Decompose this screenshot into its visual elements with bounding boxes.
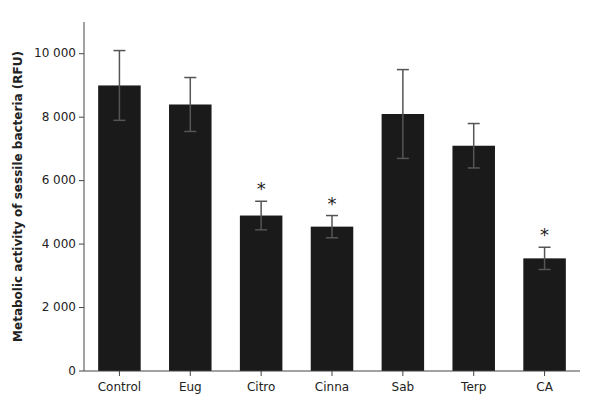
y-axis: 0 2 000 4 000 6 000 8 000 10 000 [34,22,84,378]
bar [169,104,212,371]
asterisk: * [540,224,549,245]
error-bar [113,51,125,121]
y-tick [79,307,84,308]
y-tick-label: 10 000 [34,46,76,60]
error-bar [184,78,196,132]
x-tick-label: Sab [392,380,415,394]
x-axis: Control Eug Citro Cinna Sab Terp CA [84,371,580,394]
error-line [119,51,121,121]
error-bar [539,247,551,269]
x-tick-label: CA [536,380,553,394]
error-bar [326,216,338,238]
y-tick [79,371,84,372]
error-line [260,201,262,230]
error-cap [468,123,480,125]
bar [311,227,354,371]
y-tick [79,53,84,54]
error-cap [397,69,409,71]
plot-marks [98,51,566,371]
error-cap [255,201,267,203]
bar [240,216,283,371]
x-tick [402,371,403,376]
x-tick [119,371,120,376]
y-tick-label: 6 000 [42,173,76,187]
y-axis-label: Metabolic activity of sessile bacteria (… [11,51,25,342]
error-line [402,70,404,159]
x-tick-label: Terp [460,380,486,394]
error-bar [397,70,409,159]
chart-svg: 0 2 000 4 000 6 000 8 000 10 000 Metabolic act… [0,0,600,415]
error-line [331,216,333,238]
bar [98,85,141,371]
y-tick [79,244,84,245]
error-cap [184,77,196,79]
y-axis-line [84,22,85,371]
error-cap [113,120,125,122]
x-tick [332,371,333,376]
asterisk: * [257,178,266,199]
error-cap [326,237,338,239]
x-tick-label: Cinna [315,380,349,394]
x-tick-label: Citro [247,380,275,394]
x-tick [544,371,545,376]
y-tick [79,180,84,181]
error-bar [468,124,480,168]
error-cap [468,167,480,169]
y-tick-label: 2 000 [42,300,76,314]
error-cap [539,247,551,249]
error-line [544,247,546,269]
error-cap [255,229,267,231]
y-tick [79,117,84,118]
error-cap [539,269,551,271]
error-cap [184,131,196,133]
annotations: * * * [257,178,549,245]
asterisk: * [328,193,337,214]
error-line [473,124,475,168]
error-cap [397,158,409,160]
bar [452,146,495,371]
error-cap [326,215,338,217]
y-tick-label: 4 000 [42,237,76,251]
chart-container: 0 2 000 4 000 6 000 8 000 10 000 Metabolic act… [0,0,600,415]
error-bar [255,201,267,230]
y-tick-label: 8 000 [42,110,76,124]
x-tick [190,371,191,376]
x-tick-label: Control [98,380,141,394]
x-tick-label: Eug [179,380,202,394]
error-line [190,78,192,132]
x-tick [261,371,262,376]
x-tick [473,371,474,376]
y-tick-label: 0 [68,364,76,378]
error-cap [113,50,125,52]
bar [523,258,566,371]
